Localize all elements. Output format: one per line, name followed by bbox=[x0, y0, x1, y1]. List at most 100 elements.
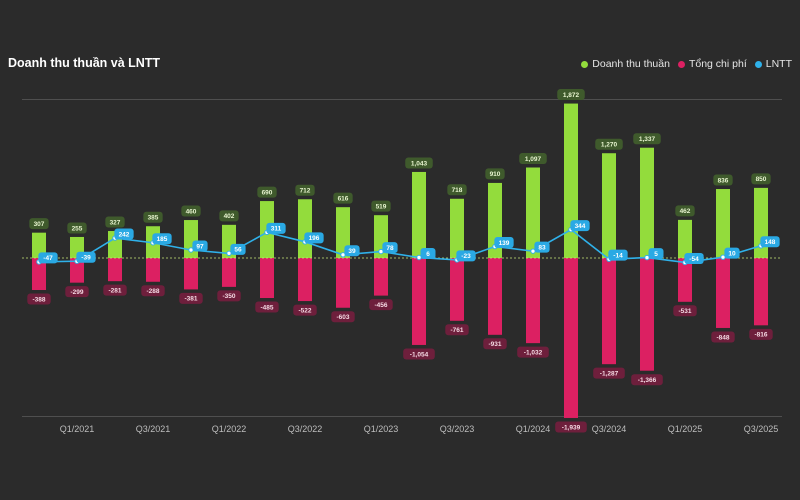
cost-bar[interactable] bbox=[336, 258, 350, 308]
cost-bar[interactable] bbox=[32, 258, 46, 291]
revenue-data-label-bg bbox=[447, 184, 467, 196]
cost-data-label-bg bbox=[593, 367, 625, 379]
revenue-data-label-bg bbox=[675, 205, 695, 217]
chart-title: Doanh thu thuần và LNTT bbox=[8, 56, 161, 70]
cost-bar[interactable] bbox=[678, 258, 692, 302]
revenue-bar[interactable] bbox=[298, 199, 312, 258]
cost-data-label-bg bbox=[403, 348, 435, 360]
x-tick-label: Q1/2023 bbox=[364, 424, 399, 434]
revenue-data-label-bg bbox=[485, 168, 505, 180]
lntt-data-label: 311 bbox=[271, 226, 282, 233]
cost-bar[interactable] bbox=[564, 258, 578, 418]
cost-data-label-bg bbox=[749, 328, 773, 340]
revenue-bar[interactable] bbox=[678, 219, 692, 258]
cost-bar[interactable] bbox=[298, 258, 312, 302]
revenue-data-label: 519 bbox=[376, 203, 387, 210]
revenue-data-label: 1,872 bbox=[563, 92, 580, 99]
revenue-bar[interactable] bbox=[716, 189, 730, 258]
cost-bar[interactable] bbox=[184, 258, 198, 290]
revenue-bar[interactable] bbox=[336, 207, 350, 258]
lntt-data-label: -54 bbox=[689, 256, 699, 263]
cost-data-label-bg bbox=[711, 331, 735, 343]
revenue-data-label-bg bbox=[405, 157, 433, 169]
lntt-data-label-bg bbox=[724, 247, 740, 259]
cost-data-label: -1,287 bbox=[600, 370, 619, 377]
lntt-data-label-bg bbox=[570, 220, 590, 232]
cost-bar[interactable] bbox=[222, 258, 236, 287]
cost-bar[interactable] bbox=[716, 258, 730, 328]
cost-bar[interactable] bbox=[526, 258, 540, 344]
revenue-bar[interactable] bbox=[564, 103, 578, 258]
revenue-bar[interactable] bbox=[602, 153, 616, 258]
cost-bar[interactable] bbox=[70, 258, 84, 283]
cost-data-label: -931 bbox=[488, 341, 501, 348]
revenue-bar[interactable] bbox=[412, 171, 426, 258]
revenue-bar[interactable] bbox=[640, 147, 654, 258]
cost-data-label-bg bbox=[369, 299, 393, 311]
revenue-data-label: 255 bbox=[72, 225, 83, 232]
revenue-bar[interactable] bbox=[450, 198, 464, 258]
cost-data-label-bg bbox=[483, 338, 507, 350]
cost-bar[interactable] bbox=[602, 258, 616, 365]
revenue-data-label-bg bbox=[105, 216, 125, 228]
revenue-bar[interactable] bbox=[526, 167, 540, 258]
x-tick-label: Q1/2021 bbox=[60, 424, 95, 434]
cost-data-label-bg bbox=[555, 421, 587, 433]
cost-data-label-bg bbox=[331, 311, 355, 323]
legend-label-lntt: LNTT bbox=[765, 58, 792, 70]
cost-data-label: -1,939 bbox=[562, 424, 581, 431]
cost-bar[interactable] bbox=[146, 258, 160, 282]
cost-data-label: -381 bbox=[184, 296, 197, 303]
cost-bar[interactable] bbox=[374, 258, 388, 296]
cost-bar[interactable] bbox=[754, 258, 768, 326]
revenue-data-label: 462 bbox=[680, 208, 691, 215]
legend-item-cost[interactable]: Tổng chi phí bbox=[677, 58, 747, 70]
legend-label-cost: Tổng chi phí bbox=[688, 58, 747, 70]
lntt-data-label: 10 bbox=[728, 250, 736, 257]
revenue-data-label: 307 bbox=[34, 221, 45, 228]
x-tick-label: Q3/2024 bbox=[592, 424, 627, 434]
revenue-data-label-bg bbox=[519, 152, 547, 164]
lntt-data-label: 148 bbox=[765, 239, 776, 246]
revenue-bar[interactable] bbox=[32, 232, 46, 258]
cost-bar[interactable] bbox=[640, 258, 654, 371]
cost-data-label: -531 bbox=[678, 308, 691, 315]
revenue-data-label: 1,270 bbox=[601, 142, 618, 149]
lntt-data-label: 185 bbox=[157, 236, 168, 243]
cost-bar[interactable] bbox=[412, 258, 426, 345]
revenue-data-label: 836 bbox=[718, 177, 729, 184]
lntt-data-label-bg bbox=[152, 233, 172, 245]
cost-data-label-bg bbox=[673, 305, 697, 317]
cost-data-label: -456 bbox=[374, 302, 387, 309]
lntt-data-label: 139 bbox=[499, 240, 510, 247]
revenue-data-label-bg bbox=[557, 89, 585, 101]
lntt-data-label: 97 bbox=[196, 243, 204, 250]
revenue-data-label-bg bbox=[295, 184, 315, 196]
revenue-data-label: 616 bbox=[338, 195, 349, 202]
cost-bar[interactable] bbox=[108, 258, 122, 282]
cost-data-label: -299 bbox=[70, 289, 83, 296]
lntt-data-label-bg bbox=[420, 248, 436, 260]
cost-bar[interactable] bbox=[260, 258, 274, 299]
cost-data-label-bg bbox=[141, 285, 165, 297]
legend-item-revenue[interactable]: Doanh thu thuần bbox=[581, 58, 670, 70]
revenue-data-label: 910 bbox=[490, 171, 501, 178]
lntt-data-label: 83 bbox=[538, 244, 546, 251]
lntt-data-label-bg bbox=[192, 240, 208, 252]
cost-data-label: -281 bbox=[108, 287, 121, 294]
x-tick-label: Q1/2025 bbox=[668, 424, 703, 434]
revenue-data-label: 327 bbox=[110, 219, 121, 226]
lntt-data-label-bg bbox=[76, 251, 96, 263]
cost-bar[interactable] bbox=[488, 258, 502, 335]
lntt-data-label: 344 bbox=[575, 223, 586, 230]
revenue-data-label: 712 bbox=[300, 188, 311, 195]
legend-item-lntt[interactable]: LNTT bbox=[754, 58, 792, 70]
revenue-data-label: 402 bbox=[224, 213, 235, 220]
lntt-data-label-bg bbox=[304, 232, 324, 244]
cost-data-label-bg bbox=[103, 284, 127, 296]
cost-bar[interactable] bbox=[450, 258, 464, 321]
x-tick-label: Q1/2024 bbox=[516, 424, 551, 434]
cost-data-label: -761 bbox=[450, 327, 463, 334]
legend-dot-revenue bbox=[581, 60, 589, 68]
lntt-data-label-bg bbox=[266, 222, 286, 234]
